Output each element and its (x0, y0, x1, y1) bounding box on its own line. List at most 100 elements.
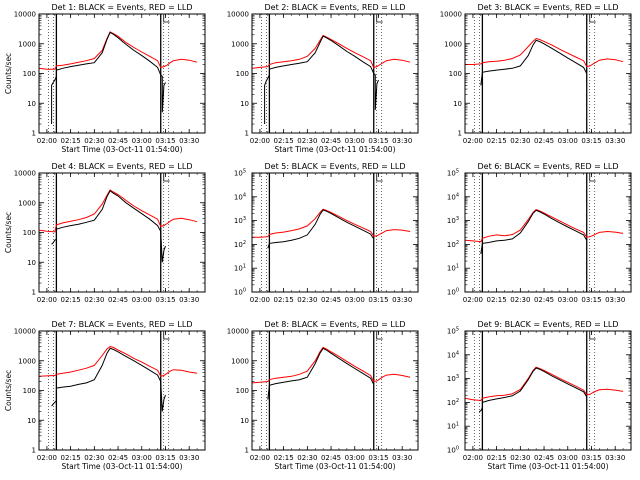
x-axis-label: Start Time (03-Oct-11 01:54:00) (274, 462, 395, 471)
y-axis-label: Counts/sec (4, 212, 13, 253)
y-tick-label: 1000 (444, 40, 462, 48)
chart-title: Det 8: BLACK = Events, RED = LLD (265, 320, 406, 329)
x-tick-label: 02:15 (274, 137, 294, 145)
x-axis-label: Start Time (03-Oct-11 01:54:00) (274, 145, 395, 154)
x-tick-label: 02:00 (250, 296, 270, 304)
y-tick-label: 1 (32, 289, 36, 297)
marker-flag (589, 174, 596, 182)
x-axis-label: Start Time (03-Oct-11 01:54:00) (487, 462, 608, 471)
x-tick-label: 02:00 (463, 454, 483, 462)
y-tick-label: 1 (32, 447, 36, 455)
marker-flag (163, 332, 170, 340)
marker-flag (589, 15, 596, 23)
chart-panel-2: 1 10 100 1000 10000 02:00 02:15 02:30 02:45 03:00… (227, 3, 419, 154)
y-tick-label: 100 (234, 288, 246, 297)
x-tick-label: 03:30 (179, 454, 199, 462)
y-tick-label: 10000 (14, 170, 36, 178)
x-tick-label: 03:00 (132, 296, 152, 304)
chart-panel-8: 1 10 100 1000 10000 02:00 02:15 02:30 02:45 03:00… (227, 320, 419, 471)
plot-frame (251, 13, 419, 134)
x-tick-label: 03:15 (155, 296, 175, 304)
y-tick-label: 103 (447, 216, 459, 225)
y-tick-label: 10 (453, 100, 462, 108)
x-tick-label: 02:00 (463, 296, 483, 304)
y-tick-label: 104 (447, 350, 459, 359)
x-tick-label: 02:45 (321, 296, 341, 304)
x-tick-label: 02:45 (108, 454, 128, 462)
lld-series-line (465, 37, 624, 68)
x-tick-label: 03:30 (392, 454, 412, 462)
x-tick-label: 02:15 (274, 296, 294, 304)
x-tick-label: 02:15 (274, 454, 294, 462)
plot-frame (251, 172, 419, 293)
y-tick-label: 100 (23, 70, 36, 78)
y-tick-label: 103 (234, 216, 246, 225)
x-tick-label: 02:45 (321, 137, 341, 145)
x-tick-label: 03:00 (345, 296, 365, 304)
x-tick-label: 03:00 (345, 137, 365, 145)
chart-title: Det 1: BLACK = Events, RED = LLD (52, 3, 193, 12)
plot-frame (464, 330, 632, 451)
chart-title: Det 7: BLACK = Events, RED = LLD (52, 320, 193, 329)
y-tick-label: 10 (240, 417, 249, 425)
y-tick-label: 1000 (18, 40, 36, 48)
x-tick-label: 02:45 (534, 137, 554, 145)
plot-frame (38, 330, 206, 451)
events-series-line (478, 367, 588, 413)
x-tick-label: 02:45 (108, 296, 128, 304)
y-tick-label: 1000 (18, 357, 36, 365)
x-tick-label: 02:30 (510, 454, 530, 462)
marker-flag (163, 174, 170, 182)
events-series-line (51, 31, 166, 124)
plot-frame (464, 172, 632, 293)
lld-series-line (465, 209, 624, 243)
x-tick-label: 02:45 (534, 454, 554, 462)
x-tick-label: 02:30 (84, 137, 104, 145)
y-tick-label: 101 (447, 422, 459, 431)
y-tick-label: 10000 (14, 328, 36, 336)
x-tick-label: 03:15 (155, 137, 175, 145)
x-tick-label: 03:30 (179, 137, 199, 145)
chart-panel-7: 1 10 100 1000 10000 02:00 02:15 02:30 02:45 03:00… (4, 320, 206, 471)
chart-panel-6: 100 101 102 103 104 105 02:00 02:15 02:30 02:45 03… (447, 162, 632, 304)
lld-series-line (39, 31, 198, 70)
marker-flag (163, 15, 170, 23)
y-tick-label: 101 (234, 264, 246, 273)
lld-series-line (252, 208, 411, 238)
lld-series-line (39, 346, 198, 377)
y-tick-label: 105 (447, 327, 459, 336)
x-tick-label: 03:30 (392, 137, 412, 145)
y-tick-label: 100 (236, 387, 249, 395)
x-tick-label: 02:00 (463, 137, 483, 145)
y-tick-label: 10 (27, 259, 36, 267)
marker-flag (376, 332, 383, 340)
plot-frame (464, 13, 632, 134)
y-tick-label: 105 (234, 169, 246, 178)
x-tick-label: 02:00 (37, 454, 57, 462)
x-tick-label: 02:15 (487, 296, 507, 304)
x-tick-label: 03:15 (581, 454, 601, 462)
lld-series-line (465, 366, 624, 402)
y-tick-label: 104 (447, 192, 459, 201)
y-axis-label: Counts/sec (4, 53, 13, 94)
chart-panel-3: 1 10 100 1000 10000 02:00 02:15 02:30 02:45 03:00… (440, 3, 632, 145)
marker-flag (589, 332, 596, 340)
y-tick-label: 1000 (18, 199, 36, 207)
chart-title: Det 9: BLACK = Events, RED = LLD (478, 320, 619, 329)
x-tick-label: 03:30 (605, 454, 625, 462)
x-tick-label: 02:15 (61, 296, 81, 304)
y-tick-label: 102 (447, 398, 459, 407)
chart-panel-4: 1 10 100 1000 10000 02:00 02:15 02:30 02:45 03:00… (4, 162, 206, 304)
x-tick-label: 02:00 (250, 454, 270, 462)
chart-panel-1: 1 10 100 1000 10000 02:00 02:15 02:30 02:45 03:00… (4, 3, 206, 154)
y-tick-label: 1 (245, 130, 249, 138)
chart-panel-5: 100 101 102 103 104 105 02:00 02:15 02:30 02:45 03… (234, 162, 419, 304)
plot-frame (251, 330, 419, 451)
x-tick-label: 02:30 (84, 296, 104, 304)
x-tick-label: 03:00 (558, 137, 578, 145)
plot-frame (38, 172, 206, 293)
chart-title: Det 3: BLACK = Events, RED = LLD (478, 3, 619, 12)
x-tick-label: 02:15 (487, 137, 507, 145)
x-tick-label: 02:45 (534, 296, 554, 304)
x-tick-label: 02:30 (84, 454, 104, 462)
